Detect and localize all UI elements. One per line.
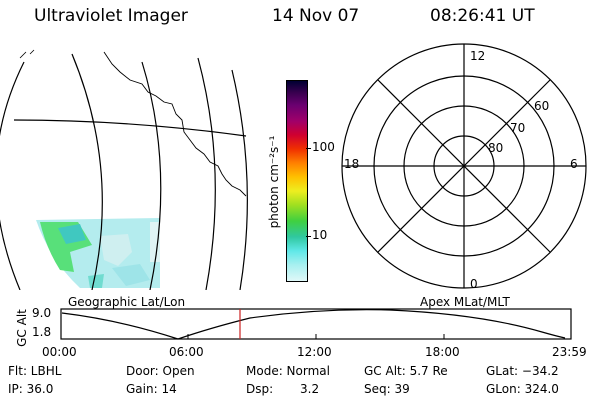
glon-status: GLon: 324.0 [486,382,559,396]
gain-status: Gain: 14 [126,382,177,396]
altitude-ytick-high: 9.0 [32,306,52,320]
colorbar [286,80,308,282]
altitude-curve [61,309,566,340]
filter-status: Flt: LBHL [8,364,62,378]
gc-alt-status: GC Alt: 5.7 Re [364,364,448,378]
altitude-ytick-low: 1.8 [32,325,52,339]
mlt-label-left: 18 [344,157,359,171]
apex-caption: Apex MLat/MLT [420,295,510,309]
emission-patch [36,218,160,288]
door-status: Door: Open [126,364,195,378]
time-readout: 08:26:41 UT [430,6,535,26]
app-title: Ultraviolet Imager [34,6,188,26]
altitude-plot [60,308,572,340]
seq-status: Seq: 39 [364,382,410,396]
polar-diagonal-2 [377,79,551,253]
x-tick-0600: 06:00 [169,345,204,359]
colorbar-unit-label: photon cm⁻²s⁻¹ [267,135,281,229]
coastline [103,51,247,197]
x-tick-1200: 12:00 [297,345,332,359]
date-readout: 14 Nov 07 [272,6,360,26]
ip-status: IP: 36.0 [8,382,54,396]
lat-label-70: 70 [510,121,525,135]
graticule [0,53,248,290]
x-tick-0000: 00:00 [42,345,77,359]
mlt-label-right: 6 [570,157,578,171]
mlt-label-bottom: 0 [470,277,478,291]
geographic-caption: Geographic Lat/Lon [68,295,186,309]
colorbar-tick-10: 10 [312,228,328,242]
lat-label-60: 60 [534,99,549,113]
dsp-value: 3.2 [300,382,320,396]
dsp-label: Dsp: [246,382,274,396]
x-tick-2359: 23:59 [552,345,587,359]
polar-plot: 12 0 18 6 60 70 80 [341,43,587,291]
colorbar-tick-100: 100 [312,140,335,154]
x-tick-1800: 18:00 [425,345,460,359]
mlt-label-top: 12 [470,49,485,63]
lat-label-80: 80 [488,141,503,155]
mode-status: Mode: Normal [246,364,330,378]
altitude-ylabel: GC Alt [15,309,29,347]
geographic-map [0,49,248,290]
glat-status: GLat: −34.2 [486,364,559,378]
